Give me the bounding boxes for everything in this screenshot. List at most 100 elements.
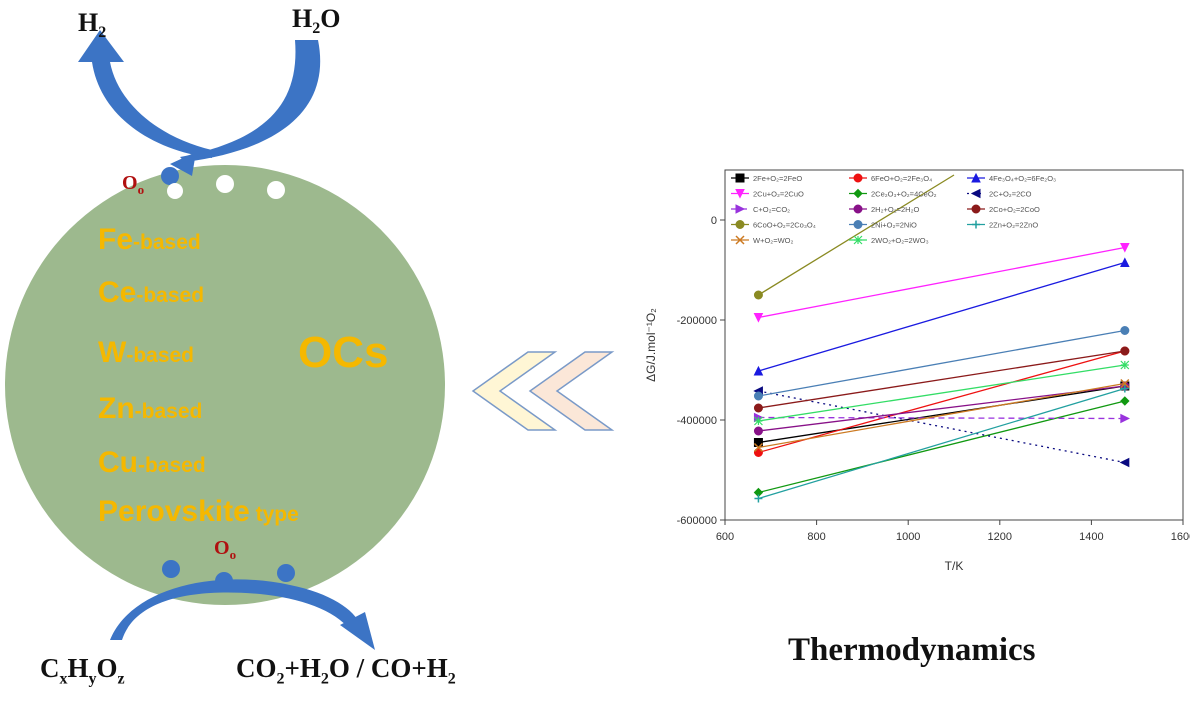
series-line	[758, 387, 1126, 500]
x-tick-label: 1000	[896, 531, 920, 543]
data-point	[971, 172, 981, 183]
data-point	[753, 391, 763, 401]
lattice-oxygen-1	[162, 560, 180, 578]
lattice-oxygen-3	[277, 564, 295, 582]
x-tick-label: 1400	[1079, 531, 1103, 543]
data-point	[853, 173, 863, 183]
series-line	[758, 261, 1126, 372]
legend-item: 2WO₂+O₂=2WO₃	[849, 235, 929, 245]
data-point	[1120, 396, 1130, 406]
series-2	[753, 257, 1130, 376]
legend-label: 2Ni+O₂=2NiO	[871, 221, 917, 230]
series-line	[758, 385, 1125, 444]
vacancy-empty-1	[167, 183, 183, 199]
series-line	[758, 364, 1125, 422]
data-point	[735, 204, 746, 214]
vacancy-label-bottom: Oo	[214, 537, 237, 562]
y-tick-label: -600000	[677, 515, 717, 527]
y-tick-label: -400000	[677, 415, 717, 427]
data-point	[753, 365, 764, 376]
series-line	[758, 246, 1125, 319]
y-tick-label: 0	[711, 215, 717, 227]
legend-item: 2H₂+O₂=2H₂O	[849, 204, 920, 214]
legend-label: 6CoO+O₂=2Co₃O₄	[753, 221, 816, 230]
series-8	[753, 346, 1130, 413]
data-point	[972, 220, 980, 229]
series-line	[758, 174, 955, 296]
h2o-label: H2O	[292, 4, 341, 38]
y-axis: -600000 -400000 -200000 0	[677, 215, 725, 527]
x-tick-label: 600	[716, 531, 734, 543]
legend-label: 2H₂+O₂=2H₂O	[871, 205, 920, 214]
chevron-left-1	[471, 351, 558, 431]
data-point	[1120, 346, 1130, 356]
legend: 2Fe+O₂=2FeO 6FeO+O₂=2Fe₃O₄ 4Fe₃O₄+O₂=6Fe₂O…	[731, 172, 1056, 245]
legend-label: 2C+O₂=2CO	[989, 190, 1032, 199]
carrier-type-ce: Ce-based	[98, 276, 205, 309]
x-tick-label: 1200	[988, 531, 1012, 543]
vacancy-label-top: Oo	[122, 172, 145, 197]
data-point	[1120, 326, 1130, 335]
x-axis-label: T/K	[945, 559, 964, 573]
carrier-type-fe: Fe-based	[98, 223, 201, 256]
carrier-type-perovskite: Perovskite type	[98, 495, 299, 528]
vacancy-empty-2	[216, 175, 234, 193]
y-tick-label: -200000	[677, 315, 717, 327]
legend-item: 6FeO+O₂=2Fe₃O₄	[849, 173, 932, 183]
legend-item: C+O₂=CO₂	[731, 204, 790, 214]
fuel-oxidation-arrowhead	[340, 612, 375, 650]
data-point	[754, 416, 763, 426]
legend-item: 2Fe+O₂=2FeO	[731, 173, 802, 183]
carrier-type-zn: Zn-based	[98, 392, 203, 425]
legend-item: 2Cu+O₂=2CuO	[731, 189, 804, 199]
data-point	[853, 235, 863, 245]
products-formula: CO2+H2O / CO+H2	[236, 653, 456, 688]
data-point	[1120, 384, 1129, 393]
data-point	[753, 426, 763, 436]
series-10	[753, 326, 1130, 401]
series-13	[754, 360, 1130, 426]
hydrogen-out-arrowhead	[78, 30, 124, 62]
data-point	[753, 290, 763, 300]
legend-label: 2Ce₂O₃+O₂=4CeO₂	[871, 190, 937, 199]
data-point	[1119, 457, 1130, 468]
data-point	[853, 188, 863, 199]
series-12	[753, 378, 1130, 453]
data-point	[753, 313, 764, 323]
legend-label: W+O₂=WO₂	[753, 236, 793, 245]
series-3	[753, 243, 1130, 323]
data-point	[971, 204, 981, 214]
data-point	[753, 442, 763, 453]
chevron-left-2	[528, 351, 615, 431]
legend-label: 6FeO+O₂=2Fe₃O₄	[871, 174, 932, 183]
data-point	[735, 235, 745, 245]
data-point	[1120, 360, 1130, 370]
h2-label: H2	[78, 8, 107, 42]
legend-label: 2Co+O₂=2CoO	[989, 205, 1040, 214]
water-in-arrow	[180, 40, 321, 162]
data-point	[753, 403, 763, 413]
series-line	[758, 385, 1125, 432]
x-tick-label: 1600	[1171, 531, 1190, 543]
carrier-type-cu: Cu-based	[98, 446, 206, 479]
series-5	[753, 386, 1130, 468]
series-11	[754, 384, 1129, 503]
data-point	[735, 189, 745, 199]
legend-item: 2Ni+O₂=2NiO	[849, 220, 917, 230]
series-line	[758, 329, 1125, 397]
series-line	[758, 350, 1126, 454]
series-line	[758, 400, 1125, 494]
legend-item: 4Fe₃O₄+O₂=6Fe₂O₃	[967, 172, 1056, 183]
legend-label: 2Zn+O₂=2ZnO	[989, 221, 1038, 230]
data-point	[1120, 413, 1130, 424]
fuel-oxidation-arrow	[110, 579, 360, 640]
lattice-oxygen-2	[215, 572, 233, 590]
data-point	[1120, 243, 1130, 253]
vacancy-filled-top	[161, 167, 179, 185]
series-9	[753, 174, 955, 300]
legend-item: W+O₂=WO₂	[731, 235, 793, 245]
fuel-formula: CxHyOz	[40, 653, 125, 688]
x-tick-label: 800	[807, 531, 825, 543]
legend-item: 2C+O₂=2CO	[967, 188, 1032, 199]
series-line	[758, 390, 1125, 464]
